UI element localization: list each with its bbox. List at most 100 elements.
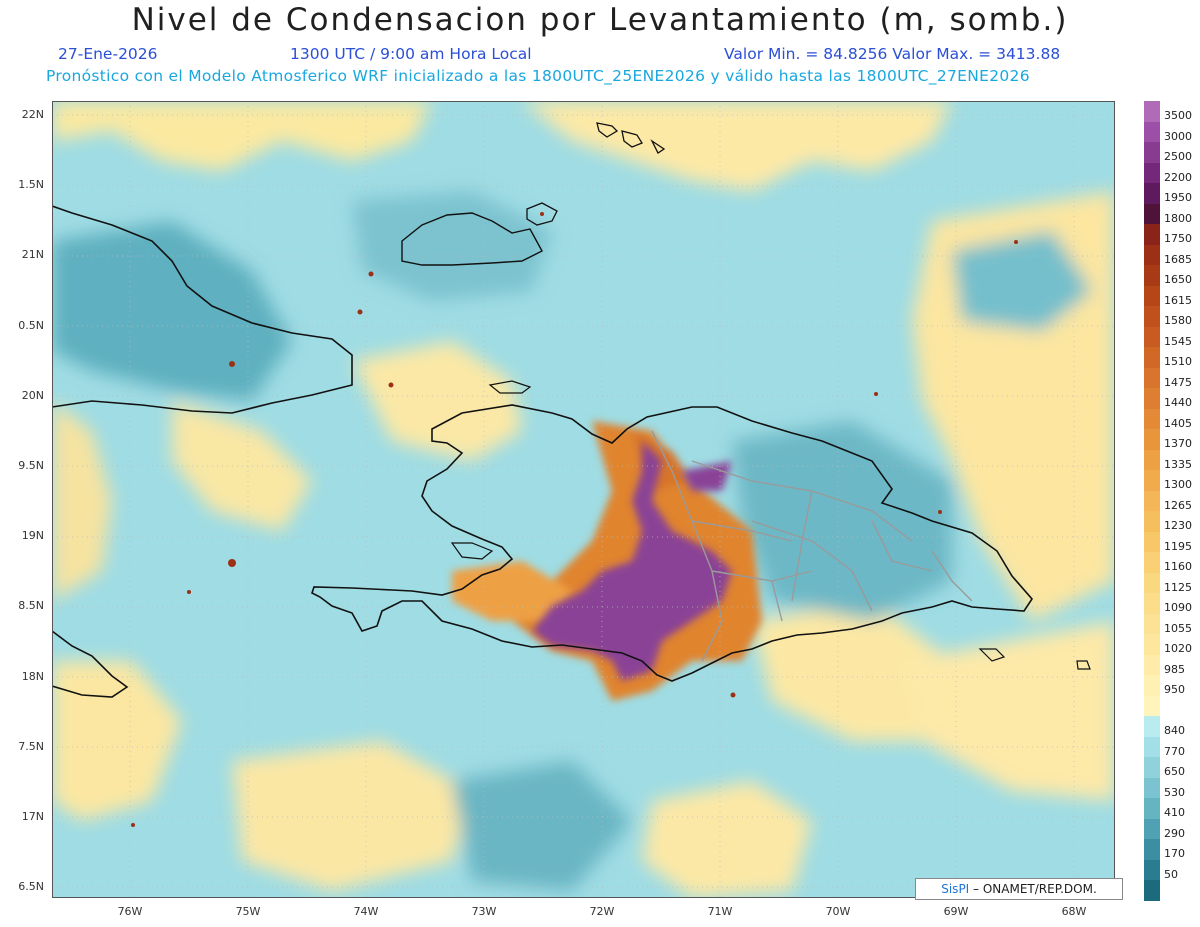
colorbar-level: 1440 xyxy=(1144,388,1200,409)
colorbar-swatch xyxy=(1144,839,1160,860)
colorbar-level: 1160 xyxy=(1144,552,1200,573)
colorbar-swatch xyxy=(1144,203,1160,225)
high-lcl-core xyxy=(452,421,762,701)
coastline-cuba xyxy=(52,205,353,414)
colorbar-label: 290 xyxy=(1164,826,1185,840)
colorbar-swatch xyxy=(1144,326,1160,348)
coastline-bahamas xyxy=(401,212,543,266)
colorbar-swatch xyxy=(1144,511,1160,532)
colorbar-swatch xyxy=(1144,593,1160,614)
colorbar-swatch xyxy=(1144,654,1160,676)
lon-label: 76W xyxy=(117,905,143,918)
colorbar-swatch xyxy=(1144,121,1160,143)
colorbar-swatch xyxy=(1144,285,1160,307)
colorbar-level: 950 xyxy=(1144,675,1200,696)
lon-label: 74W xyxy=(353,905,379,918)
colorbar-label: 1300 xyxy=(1164,478,1192,491)
colorbar-swatch xyxy=(1144,265,1160,286)
lon-label: 73W xyxy=(471,905,497,918)
colorbar-swatch xyxy=(1144,818,1160,840)
colorbar-label: 1615 xyxy=(1164,293,1192,307)
colorbar-level: 1230 xyxy=(1144,511,1200,532)
lat-label: 18N xyxy=(21,669,44,683)
colorbar-swatch xyxy=(1144,429,1160,450)
colorbar-swatch xyxy=(1144,736,1160,758)
colorbar-level: 1020 xyxy=(1144,634,1200,655)
lat-label: 8.5N xyxy=(18,599,44,613)
colorbar-label: 1160 xyxy=(1164,560,1192,573)
colorbar-swatch xyxy=(1144,224,1160,245)
colorbar-level: 3500 xyxy=(1144,101,1200,122)
colorbar-level: 840 xyxy=(1144,716,1200,737)
forecast-time: 1300 UTC / 9:00 am Hora Local xyxy=(290,45,532,63)
colorbar-label: 1685 xyxy=(1164,252,1192,266)
colorbar-label: 650 xyxy=(1164,765,1185,778)
colorbar-swatch xyxy=(1144,306,1160,327)
colorbar-level: 1685 xyxy=(1144,244,1200,266)
coastline-jamaica xyxy=(52,630,129,698)
colorbar-label: 2200 xyxy=(1164,170,1192,184)
colorbar-level: 770 xyxy=(1144,736,1200,758)
coastline-turks xyxy=(596,122,666,154)
colorbar-level: 1580 xyxy=(1144,306,1200,327)
colorbar-swatch xyxy=(1144,552,1160,573)
colorbar-level: 1950 xyxy=(1144,183,1200,204)
lon-label: 75W xyxy=(235,905,261,918)
colorbar-swatch xyxy=(1144,367,1160,389)
province-borders xyxy=(651,430,973,662)
colorbar-label: 1405 xyxy=(1164,416,1192,430)
colorbar-swatch xyxy=(1144,777,1160,799)
purple-core xyxy=(532,441,732,681)
colorbar-level: 290 xyxy=(1144,818,1200,840)
model-info: Pronóstico con el Modelo Atmosferico WRF… xyxy=(46,67,1030,85)
colorbar-label: 1265 xyxy=(1164,498,1192,512)
colorbar-swatch xyxy=(1144,716,1160,737)
colorbar-swatch xyxy=(1144,613,1160,635)
lat-label: 21N xyxy=(21,248,44,262)
lon-label: 72W xyxy=(589,905,615,918)
colorbar-label: 1195 xyxy=(1164,539,1192,553)
colorbar-level: 50 xyxy=(1144,859,1200,881)
lat-label: 1.5N xyxy=(18,178,44,192)
colorbar-level: 1335 xyxy=(1144,449,1200,471)
colorbar-swatch xyxy=(1144,757,1160,778)
coastline-inagua xyxy=(526,202,558,226)
colorbar-level: 1300 xyxy=(1144,470,1200,491)
colorbar-label: 1475 xyxy=(1164,375,1192,389)
colorbar-level: 1800 xyxy=(1144,203,1200,225)
colorbar-level: 1265 xyxy=(1144,490,1200,512)
colorbar-label: 1055 xyxy=(1164,621,1192,635)
colorbar-swatch xyxy=(1144,695,1160,717)
colorbar-label: 1950 xyxy=(1164,191,1192,204)
colorbar-swatch xyxy=(1144,408,1160,430)
colorbar-label: 1800 xyxy=(1164,211,1192,225)
colorbar-level: 985 xyxy=(1144,654,1200,676)
colorbar-level: 1545 xyxy=(1144,326,1200,348)
colorbar-level: 530 xyxy=(1144,777,1200,799)
lat-label: 17N xyxy=(21,810,44,823)
colorbar-label: 1440 xyxy=(1164,396,1192,409)
colorbar-label: 1510 xyxy=(1164,355,1192,368)
colorbar-level: 1195 xyxy=(1144,531,1200,553)
colorbar-label: 1580 xyxy=(1164,314,1192,327)
colorbar: 3500 3000 2500 2200 1950 1800 1750 1685 1650 1615… xyxy=(1144,101,1200,902)
lat-label: 22N xyxy=(21,108,44,121)
colorbar-swatch xyxy=(1144,490,1160,512)
colorbar-level xyxy=(1144,880,1200,901)
colorbar-swatch xyxy=(1144,572,1160,594)
lcl-map xyxy=(52,101,1115,898)
coastline-hispaniola xyxy=(311,404,1034,682)
lon-label: 70W xyxy=(825,905,851,918)
colorbar-swatch xyxy=(1144,880,1160,901)
credit-text: – ONAMET/REP.DOM. xyxy=(973,882,1097,896)
colorbar-level: 1510 xyxy=(1144,347,1200,368)
colorbar-level: 1055 xyxy=(1144,613,1200,635)
colorbar-level: 2500 xyxy=(1144,142,1200,163)
lat-label: 7.5N xyxy=(18,739,44,753)
colorbar-swatch xyxy=(1144,347,1160,368)
colorbar-label: 1090 xyxy=(1164,601,1192,614)
colorbar-level: 1090 xyxy=(1144,593,1200,614)
colorbar-swatch xyxy=(1144,244,1160,266)
colorbar-swatch xyxy=(1144,675,1160,696)
colorbar-label: 840 xyxy=(1164,724,1185,737)
